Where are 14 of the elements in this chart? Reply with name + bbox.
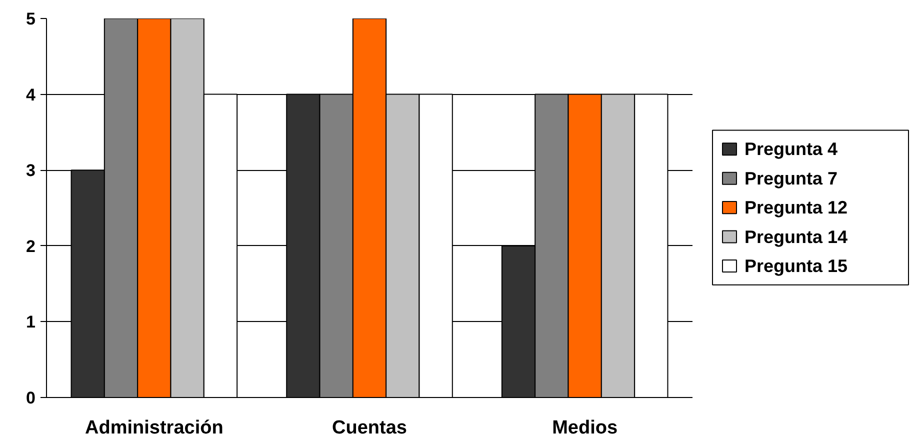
legend-label: Pregunta 15 (744, 256, 848, 276)
y-tick-label: 5 (26, 10, 36, 28)
y-tick-label: 2 (26, 236, 36, 256)
y-tick-label: 3 (26, 161, 36, 180)
legend-label: Pregunta 12 (744, 198, 848, 218)
x-tick-label: Cuentas (332, 418, 407, 438)
legend-label: Pregunta 7 (744, 168, 838, 188)
y-tick-label: 1 (26, 312, 36, 332)
y-tick-label: 0 (26, 388, 36, 408)
x-tick-label: Administración (85, 418, 224, 438)
legend-label: Pregunta 4 (744, 139, 838, 160)
y-tick-label: 4 (26, 85, 36, 104)
x-tick-label: Medios (552, 418, 618, 438)
legend-label: Pregunta 14 (744, 226, 848, 247)
